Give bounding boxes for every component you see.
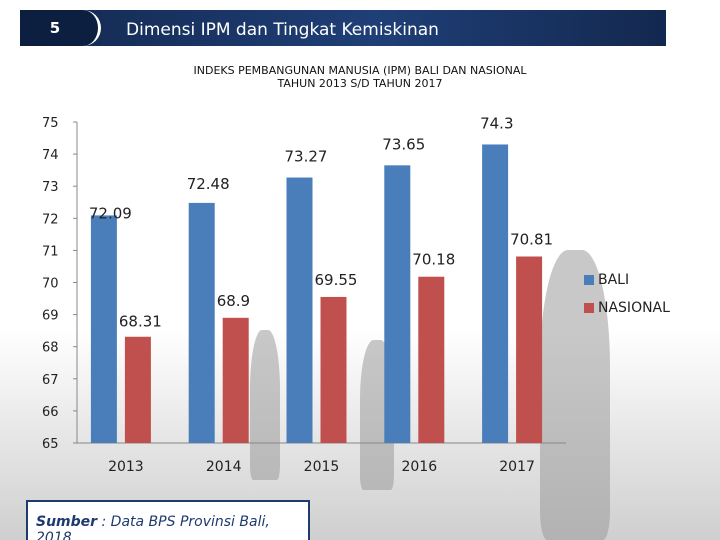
source-box: Sumber : Data BPS Provinsi Bali, 2018 — [26, 500, 310, 540]
bar-bali — [482, 144, 509, 443]
bar-bali — [384, 165, 411, 443]
legend-label: BALI — [598, 272, 630, 288]
header-bar: Dimensi IPM dan Tingkat Kemiskinan — [20, 10, 666, 46]
y-tick-label: 73 — [42, 180, 59, 195]
bar-nasional — [124, 336, 151, 443]
header-title: Dimensi IPM dan Tingkat Kemiskinan — [126, 20, 439, 40]
slide-number-badge: 5 — [20, 10, 101, 46]
legend-item-bali: BALI — [584, 272, 629, 288]
legend-swatch — [584, 275, 594, 285]
y-tick-label: 70 — [42, 277, 59, 292]
data-label: 69.55 — [315, 271, 358, 289]
data-label: 73.27 — [285, 148, 328, 166]
legend-swatch — [584, 303, 594, 313]
bar-nasional — [516, 256, 543, 443]
legend-label: NASIONAL — [598, 300, 670, 316]
source-detail: : Data BPS Provinsi Bali, 2018 — [36, 514, 270, 540]
data-label: 73.65 — [382, 135, 425, 153]
data-label: 70.81 — [510, 230, 553, 248]
bar-nasional — [320, 296, 347, 443]
chart-subtitle: TAHUN 2013 S/D TAHUN 2017 — [277, 77, 443, 90]
background-child-figure — [540, 250, 610, 540]
data-label: 72.48 — [187, 175, 230, 193]
bar-bali — [188, 202, 215, 443]
data-label: 74.3 — [480, 114, 513, 132]
x-tick-label: 2014 — [206, 459, 242, 475]
data-label: 68.9 — [217, 292, 250, 310]
y-tick-label: 67 — [42, 373, 59, 388]
data-label: 70.18 — [412, 251, 455, 269]
source-text: Sumber : Data BPS Provinsi Bali, 2018 — [36, 514, 308, 540]
y-tick-label: 75 — [42, 116, 59, 131]
legend-item-nasional: NASIONAL — [584, 300, 670, 316]
chart-title-block: INDEKS PEMBANGUNAN MANUSIA (IPM) BALI DA… — [150, 64, 570, 90]
x-tick-label: 2013 — [108, 459, 144, 475]
data-label: 68.31 — [119, 313, 162, 331]
y-tick-label: 74 — [42, 148, 59, 163]
bar-bali — [90, 215, 117, 443]
data-label: 72.09 — [89, 204, 132, 222]
y-tick-label: 72 — [42, 212, 59, 227]
x-tick-label: 2016 — [401, 459, 437, 475]
bar-chart: 65 66 67 68 69 70 71 72 73 74 75 2013 72.09 68.31 2014… — [42, 114, 566, 475]
y-tick-label: 68 — [42, 341, 59, 356]
y-tick-label: 66 — [42, 405, 59, 420]
bar-bali — [286, 177, 313, 443]
y-tick-label: 69 — [42, 309, 59, 324]
y-tick-label: 65 — [42, 437, 59, 452]
x-tick-label: 2017 — [499, 459, 535, 475]
y-tick-label: 71 — [42, 244, 59, 259]
source-label: Sumber — [36, 514, 98, 530]
slide-number: 5 — [49, 19, 61, 37]
chart-title: INDEKS PEMBANGUNAN MANUSIA (IPM) BALI DA… — [193, 64, 527, 77]
x-tick-label: 2015 — [304, 459, 340, 475]
bar-nasional — [418, 276, 445, 443]
bar-nasional — [222, 317, 249, 443]
background-child-figure — [250, 330, 280, 480]
